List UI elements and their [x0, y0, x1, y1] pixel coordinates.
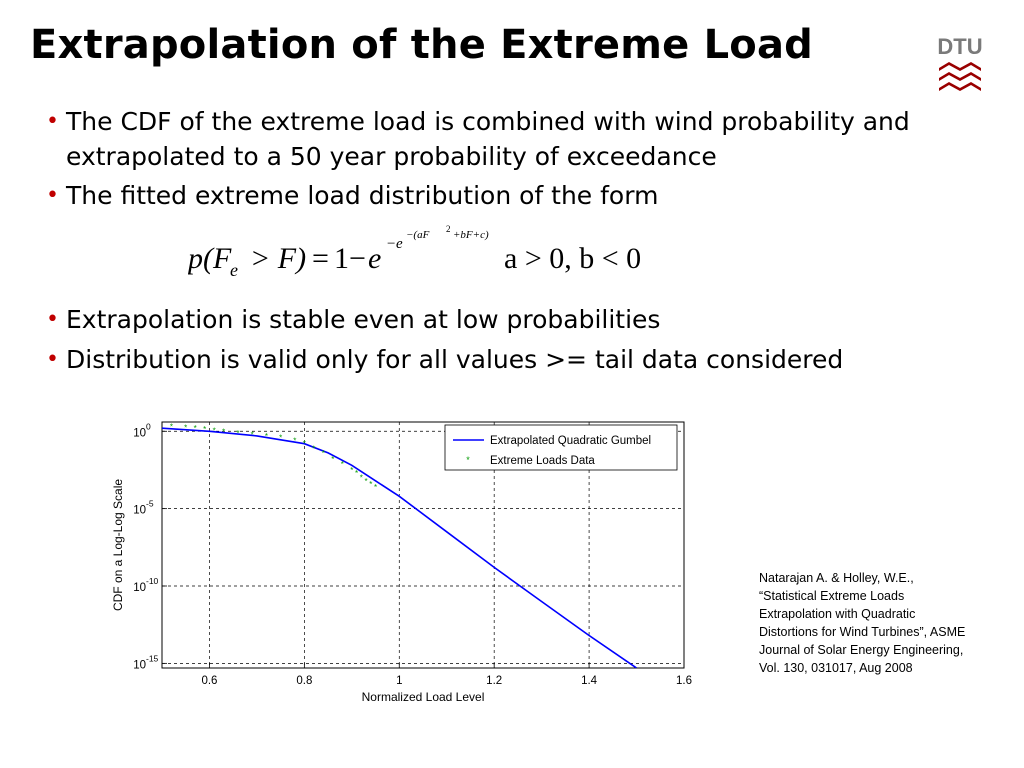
data-point: * [364, 477, 367, 486]
data-point: * [355, 469, 358, 478]
y-axis-label: CDF on a Log-Log Scale [111, 479, 125, 611]
legend-marker-swatch: * [466, 455, 470, 465]
formula-exp-square: 2 [446, 224, 451, 234]
x-tick-label: 1.6 [676, 675, 692, 687]
citation-line: Journal of Solar Energy Engineering, [759, 643, 964, 657]
y-tick-label: 10 [133, 582, 146, 594]
x-tick-label: 1.2 [486, 675, 502, 687]
citation: Natarajan A. & Holley, W.E., “Statistica… [759, 569, 1009, 677]
data-point: * [279, 433, 282, 442]
y-tick-label: 10 [133, 427, 146, 439]
formula-subscript: e [230, 260, 238, 280]
data-point: * [251, 430, 254, 439]
bullet-4-text: Distribution is valid only for all value… [66, 345, 844, 374]
data-point: * [222, 428, 225, 437]
bullet-1: • The CDF of the extreme load is combine… [46, 104, 986, 174]
data-point: * [194, 424, 197, 433]
dtu-logo-text: DTU [937, 34, 982, 59]
bullet-dot-icon: • [46, 183, 59, 208]
data-series: * * * * * * * * * * * ****** ** * * * [162, 423, 637, 668]
citation-line: Distortions for Wind Turbines”, ASME [759, 625, 966, 639]
formula-gt: > F) [250, 242, 306, 275]
citation-line: Vol. 130, 031017, Aug 2008 [759, 661, 913, 675]
bullet-2: • The fitted extreme load distribution o… [46, 178, 986, 213]
y-tick-exponent: 0 [146, 421, 151, 431]
y-tick-label: 10 [133, 659, 146, 671]
formula-equals: = [312, 242, 329, 275]
legend-box [444, 424, 678, 471]
legend-label-fit: Extrapolated Quadratic Gumbel [490, 435, 651, 447]
data-point: * [360, 474, 363, 483]
fit-line [162, 427, 637, 668]
legend: Extrapolated Quadratic Gumbel * Extreme … [444, 424, 678, 471]
data-point: * [293, 437, 296, 446]
data-point: * [265, 432, 268, 441]
data-point: * [350, 466, 353, 475]
dtu-logo: DTU [937, 34, 983, 91]
data-point: * [213, 427, 216, 436]
bullet-3: • Extrapolation is stable even at low pr… [46, 302, 986, 337]
formula-exp-rest: +bF+c) [453, 229, 489, 241]
x-tick-label: 0.6 [201, 675, 217, 687]
citation-line: Extrapolation with Quadratic [759, 607, 916, 621]
data-point: * [322, 449, 325, 458]
formula-exp-minus: − [387, 236, 395, 252]
data-point: * [369, 480, 372, 489]
x-axis-label: Normalized Load Level [362, 690, 485, 704]
citation-line: “Statistical Extreme Loads [759, 589, 905, 603]
citation-line: Natarajan A. & Holley, W.E., [759, 571, 914, 585]
formula-exp-e: e [396, 236, 403, 252]
data-point: * [170, 423, 173, 432]
bullet-2-text: The fitted extreme load distribution of … [66, 181, 659, 210]
formula-exp-inner: −(aF [406, 229, 430, 241]
formula-e: e [368, 242, 381, 275]
data-point: * [184, 423, 187, 432]
data-point: * [341, 460, 344, 469]
formula-lhs: p(F [188, 242, 232, 275]
legend-label-data: Extreme Loads Data [490, 455, 595, 467]
y-tick-exponent: -5 [146, 499, 154, 509]
bullet-3-text: Extrapolation is stable even at low prob… [66, 305, 661, 334]
bullet-dot-icon: • [46, 307, 59, 332]
data-point: * [236, 429, 239, 438]
logo-wave-2 [939, 72, 981, 81]
data-point: * [203, 425, 206, 434]
data-point: * [374, 483, 377, 492]
y-tick-exponent: -15 [146, 653, 159, 663]
bullet-dot-icon: • [46, 347, 59, 372]
slide-title: Extrapolation of the Extreme Load [30, 22, 813, 68]
logo-wave-1 [939, 62, 981, 71]
data-point: * [312, 444, 315, 453]
x-tick-label: 1.4 [581, 675, 598, 687]
distribution-formula: p(F e > F) = 1− e − e −(aF 2 +bF+c) a > … [188, 224, 641, 280]
formula-one-minus: 1− [334, 242, 366, 275]
y-tick-label: 10 [133, 505, 146, 517]
logo-wave-3 [939, 82, 981, 91]
y-tick-exponent: -10 [146, 576, 159, 586]
x-tick-label: 1 [396, 675, 402, 687]
bullet-dot-icon: • [46, 109, 59, 134]
bullet-4: • Distribution is valid only for all val… [46, 342, 986, 377]
x-tick-label: 0.8 [296, 675, 312, 687]
data-point: * [331, 455, 334, 464]
bullet-1-text: The CDF of the extreme load is combined … [66, 107, 910, 171]
formula-condition: a > 0, b < 0 [504, 242, 641, 275]
data-point: * [303, 440, 306, 449]
